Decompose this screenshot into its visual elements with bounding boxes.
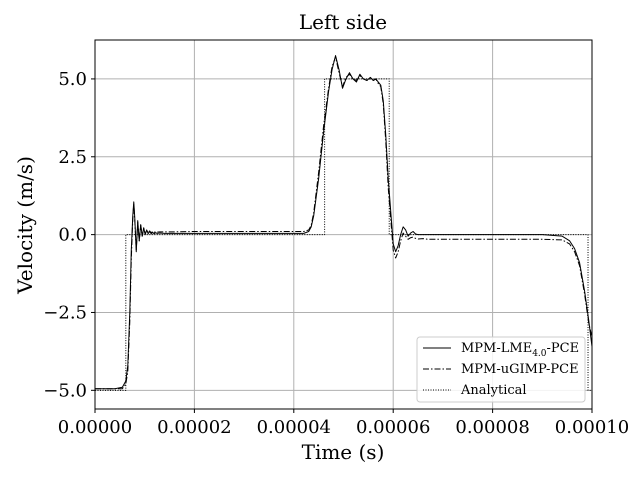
x-tick-label: 0.00008: [455, 417, 529, 438]
series-ugimp-line: [95, 56, 592, 390]
legend-label-analytical: Analytical: [460, 383, 527, 398]
x-tick-label: 0.00004: [257, 417, 331, 438]
legend-box: [416, 336, 586, 403]
x-axis-label: Time (s): [302, 440, 385, 464]
legend-label-ugimp: MPM-uGIMP-PCE: [461, 362, 579, 377]
legend-label-lme: MPM-LME4.0-PCE: [461, 341, 579, 359]
x-tick-label: 0.00002: [157, 417, 231, 438]
legend-label-lme-main: MPM-LME: [461, 341, 532, 356]
series-lme-line: [95, 55, 592, 390]
series-analytical-line: [95, 78, 592, 391]
y-axis-label: Velocity (m/s): [13, 156, 37, 295]
y-tick-label: −5.0: [43, 380, 87, 401]
plot-area: [95, 55, 592, 391]
y-tick-label: 2.5: [58, 147, 87, 168]
x-tick-label: 0.00000: [58, 417, 132, 438]
x-tick-label: 0.00010: [555, 417, 629, 438]
legend-label-lme-sub: 4.0: [532, 349, 547, 359]
y-tick-label: −2.5: [43, 302, 87, 323]
legend: MPM-LME4.0-PCE MPM-uGIMP-PCE Analytical: [416, 336, 586, 403]
chart-title: Left side: [299, 10, 387, 34]
x-tick-label: 0.00006: [356, 417, 430, 438]
legend-label-lme-tail: -PCE: [547, 341, 580, 356]
axis-ticks: 0.00000 0.00002 0.00004 0.00006 0.00008 0.000…: [43, 69, 629, 438]
plot-frame: [94, 39, 593, 410]
y-tick-label: 5.0: [58, 69, 87, 90]
y-tick-label: 0.0: [58, 225, 87, 246]
